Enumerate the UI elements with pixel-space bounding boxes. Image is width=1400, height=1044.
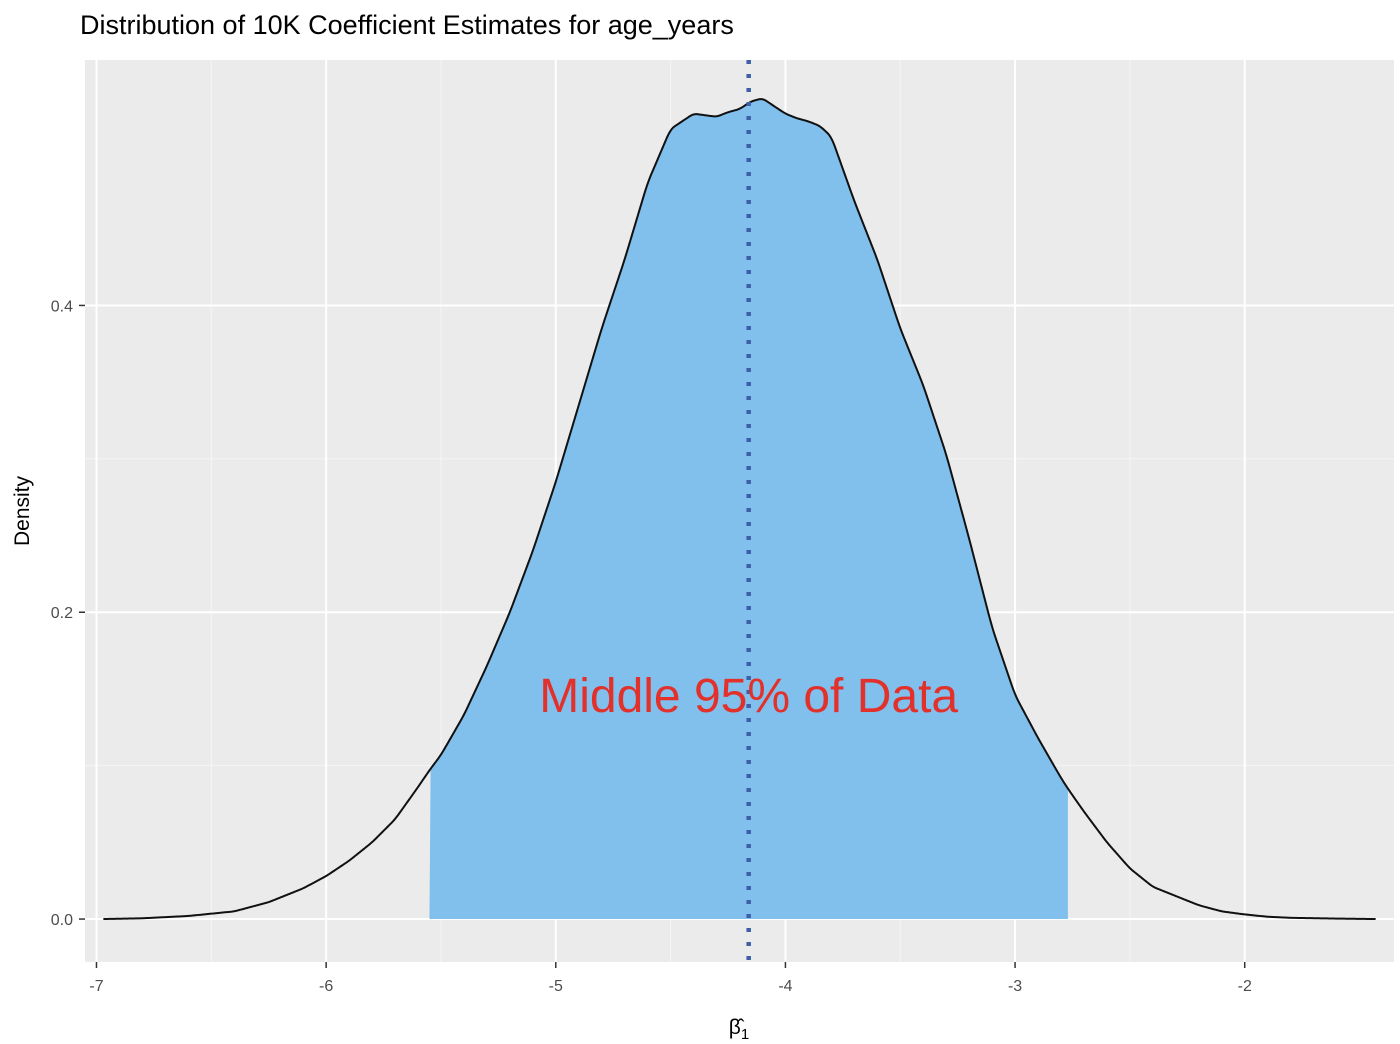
y-tick-label: 0.0: [51, 912, 73, 929]
density-curve: [103, 98, 1376, 921]
x-tick-label: -4: [778, 978, 792, 995]
y-axis-label: Density: [11, 475, 34, 546]
y-tick-label: 0.4: [51, 298, 73, 315]
x-axis-label: β̂1: [729, 1016, 749, 1043]
x-axis-label-beta-hat: β̂: [729, 1016, 745, 1039]
chart-title: Distribution of 10K Coefficient Estimate…: [80, 10, 734, 40]
x-axis-label-subscript: 1: [741, 1026, 749, 1043]
x-tick-label: -7: [89, 978, 103, 995]
x-tick-label: -2: [1238, 978, 1252, 995]
x-tick-label: -3: [1008, 978, 1022, 995]
x-axis-ticks: -7 -6 -5 -4 -3 -2: [89, 962, 1252, 995]
x-tick-label: -5: [549, 978, 563, 995]
y-tick-label: 0.2: [51, 605, 73, 622]
middle-95-annotation: Middle 95% of Data: [539, 670, 958, 723]
x-tick-label: -6: [319, 978, 333, 995]
y-axis-ticks: 0.0 0.2 0.4: [51, 298, 85, 929]
